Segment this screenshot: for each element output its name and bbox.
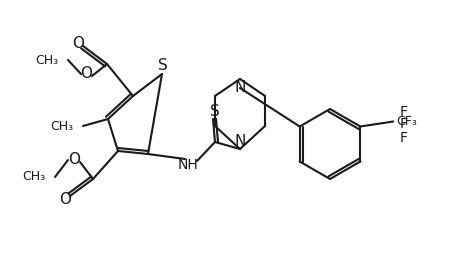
Text: F: F bbox=[399, 130, 407, 144]
Text: O: O bbox=[80, 67, 92, 81]
Text: O: O bbox=[72, 36, 84, 50]
Text: NH: NH bbox=[178, 158, 199, 172]
Text: N: N bbox=[234, 79, 246, 95]
Text: F: F bbox=[399, 118, 407, 132]
Text: F: F bbox=[399, 104, 407, 118]
Text: O: O bbox=[68, 153, 80, 167]
Text: N: N bbox=[234, 133, 246, 149]
Text: CH₃: CH₃ bbox=[50, 119, 73, 133]
Text: O: O bbox=[59, 192, 71, 207]
Text: CF₃: CF₃ bbox=[396, 115, 417, 128]
Text: CH₃: CH₃ bbox=[35, 53, 58, 67]
Text: CH₃: CH₃ bbox=[22, 170, 45, 184]
Text: S: S bbox=[210, 104, 220, 118]
Text: S: S bbox=[158, 59, 168, 73]
